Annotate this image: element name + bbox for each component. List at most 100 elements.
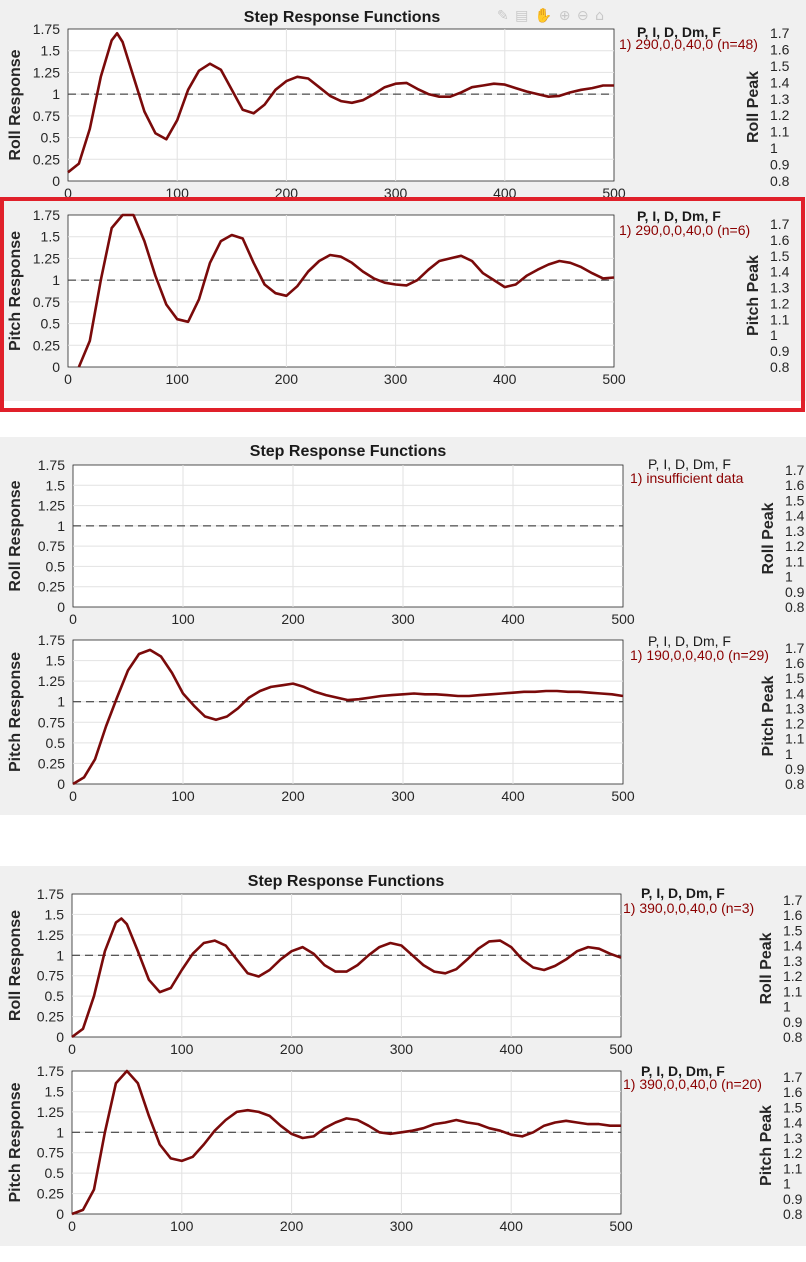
y-tick-label: 1.75 bbox=[38, 457, 65, 473]
x-tick-label: 200 bbox=[281, 611, 305, 627]
y-tick-label: 0.5 bbox=[41, 316, 61, 332]
y-tick-label: 1.5 bbox=[41, 229, 61, 245]
y-tick-label: 0.25 bbox=[38, 755, 65, 771]
y-axis-label: Pitch Response bbox=[7, 1082, 24, 1202]
peak-tick-label: 1.1 bbox=[770, 124, 790, 140]
x-tick-label: 0 bbox=[69, 611, 77, 627]
y-tick-label: 1.75 bbox=[37, 886, 64, 902]
y-tick-label: 0 bbox=[52, 173, 60, 189]
peak-axis-label: Roll Peak bbox=[760, 502, 777, 574]
x-tick-label: 300 bbox=[391, 611, 415, 627]
y-tick-label: 0.25 bbox=[37, 1186, 64, 1202]
peak-tick-label: 1.7 bbox=[783, 1069, 803, 1085]
y-tick-label: 0.75 bbox=[33, 108, 60, 124]
figure-toolbar-icons[interactable]: ✎ ▤ ✋ ⊕ ⊖ ⌂ bbox=[497, 8, 605, 24]
plot-area bbox=[71, 893, 622, 1038]
legend-entry: 1) 390,0,0,40,0 (n=20) bbox=[623, 1076, 762, 1092]
legend-header: P, I, D, Dm, F bbox=[637, 24, 721, 40]
y-tick-label: 1.5 bbox=[41, 43, 61, 59]
x-tick-label: 400 bbox=[501, 788, 525, 804]
plot-area bbox=[67, 28, 615, 182]
x-tick-label: 400 bbox=[501, 611, 525, 627]
x-tick-label: 100 bbox=[170, 1041, 194, 1057]
peak-tick-label: 1.2 bbox=[785, 538, 805, 554]
y-tick-label: 1.5 bbox=[46, 653, 66, 669]
peak-tick-label: 1 bbox=[783, 999, 791, 1015]
y-tick-label: 0.5 bbox=[46, 558, 66, 574]
x-tick-label: 0 bbox=[68, 1041, 76, 1057]
x-tick-label: 200 bbox=[275, 185, 299, 201]
legend-entry: 1) 190,0,0,40,0 (n=29) bbox=[630, 647, 769, 663]
peak-tick-label: 1.3 bbox=[770, 280, 790, 296]
peak-tick-label: 1.4 bbox=[783, 1115, 803, 1131]
legend-header: P, I, D, Dm, F bbox=[648, 633, 731, 649]
x-tick-label: 100 bbox=[170, 1218, 194, 1234]
x-tick-label: 500 bbox=[609, 1218, 633, 1234]
legend-header: P, I, D, Dm, F bbox=[648, 456, 731, 472]
y-axis-label: Roll Response bbox=[7, 480, 24, 591]
plot-area bbox=[67, 214, 615, 368]
y-tick-label: 0.25 bbox=[33, 151, 60, 167]
plot-area bbox=[72, 639, 624, 785]
peak-tick-label: 1.3 bbox=[783, 953, 803, 969]
peak-tick-label: 1 bbox=[783, 1176, 791, 1192]
y-tick-label: 1.25 bbox=[37, 1104, 64, 1120]
y-axis-label: Roll Response bbox=[7, 910, 24, 1021]
y-tick-label: 1.25 bbox=[33, 250, 60, 266]
y-tick-label: 0 bbox=[56, 1029, 64, 1045]
peak-tick-label: 1.1 bbox=[783, 1160, 803, 1176]
x-tick-label: 100 bbox=[171, 611, 195, 627]
x-tick-label: 0 bbox=[64, 371, 72, 387]
peak-axis-label: Roll Peak bbox=[758, 932, 775, 1004]
y-tick-label: 1.75 bbox=[38, 632, 65, 648]
x-tick-label: 300 bbox=[384, 185, 408, 201]
step-response-line bbox=[71, 1069, 621, 1216]
peak-tick-label: 1.1 bbox=[770, 311, 790, 327]
peak-tick-label: 1.1 bbox=[785, 731, 805, 747]
peak-tick-label: 1 bbox=[770, 327, 778, 343]
y-tick-label: 1.5 bbox=[45, 1083, 65, 1099]
x-tick-label: 500 bbox=[611, 788, 635, 804]
peak-tick-label: 1.5 bbox=[785, 492, 805, 508]
peak-tick-label: 0.9 bbox=[770, 157, 790, 173]
peak-tick-label: 1.3 bbox=[785, 700, 805, 716]
y-axis-label: Pitch Response bbox=[7, 231, 24, 351]
peak-tick-label: 1.4 bbox=[785, 508, 805, 524]
x-tick-label: 0 bbox=[64, 185, 72, 201]
legend-entry: 1) 290,0,0,40,0 (n=48) bbox=[619, 36, 758, 52]
peak-tick-label: 1.7 bbox=[783, 892, 803, 908]
peak-tick-label: 0.8 bbox=[783, 1206, 803, 1222]
peak-tick-label: 1.3 bbox=[783, 1130, 803, 1146]
peak-tick-label: 1.6 bbox=[770, 41, 790, 57]
legend-entry: 1) 390,0,0,40,0 (n=3) bbox=[623, 900, 754, 916]
peak-tick-label: 1.4 bbox=[770, 264, 790, 280]
peak-tick-label: 1.7 bbox=[785, 640, 805, 656]
plot-area bbox=[71, 1070, 622, 1215]
step-response-line bbox=[77, 213, 615, 368]
y-tick-label: 1.75 bbox=[33, 207, 60, 223]
y-tick-label: 1 bbox=[52, 86, 60, 102]
x-tick-label: 200 bbox=[275, 371, 299, 387]
peak-tick-label: 1.5 bbox=[770, 248, 790, 264]
step-response-line bbox=[72, 648, 624, 786]
peak-tick-label: 0.8 bbox=[785, 776, 805, 792]
peak-tick-label: 1.4 bbox=[785, 685, 805, 701]
peak-axis-label: Pitch Peak bbox=[745, 255, 762, 336]
legend-header: P, I, D, Dm, F bbox=[641, 1063, 725, 1079]
chart-title: Step Response Functions bbox=[248, 873, 445, 890]
peak-tick-label: 1.5 bbox=[770, 58, 790, 74]
peak-axis-label: Pitch Peak bbox=[758, 1105, 775, 1186]
y-tick-label: 1.25 bbox=[38, 673, 65, 689]
x-tick-label: 0 bbox=[69, 788, 77, 804]
y-tick-label: 1.75 bbox=[33, 21, 60, 37]
y-tick-label: 1 bbox=[57, 694, 65, 710]
y-tick-label: 0 bbox=[52, 359, 60, 375]
y-tick-label: 0.75 bbox=[37, 1145, 64, 1161]
peak-tick-label: 1.1 bbox=[785, 553, 805, 569]
y-tick-label: 1.25 bbox=[33, 64, 60, 80]
y-tick-label: 0.25 bbox=[33, 337, 60, 353]
peak-tick-label: 0.8 bbox=[785, 599, 805, 615]
x-tick-label: 100 bbox=[171, 788, 195, 804]
peak-tick-label: 0.9 bbox=[770, 343, 790, 359]
